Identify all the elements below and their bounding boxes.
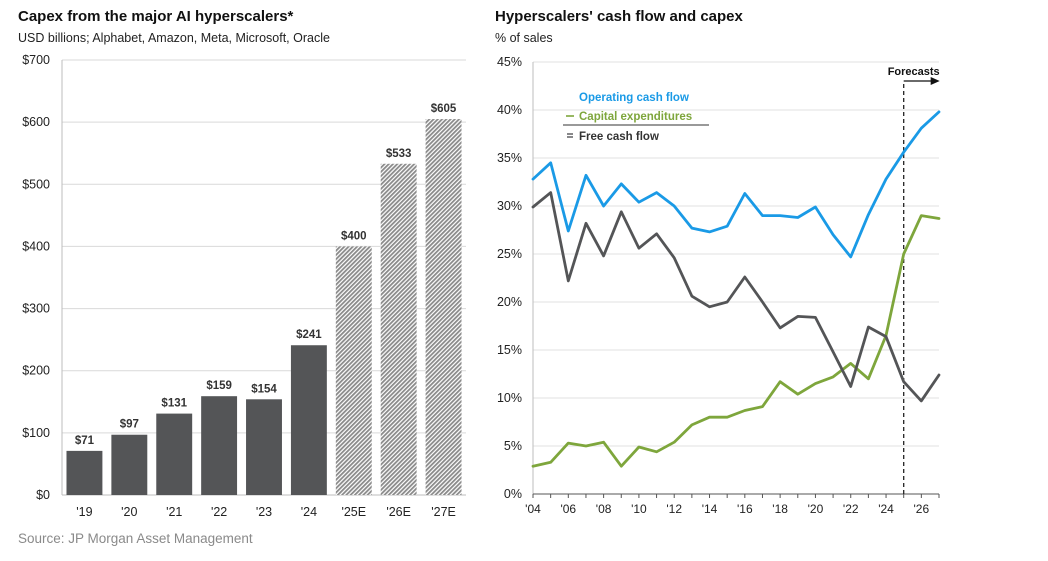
line-y-tick-label: 20%: [497, 295, 522, 309]
line-y-tick-label: 15%: [497, 343, 522, 357]
line-x-tick-label: '18: [772, 502, 788, 516]
legend-capital-expenditures: Capital expenditures: [579, 111, 692, 123]
line-y-tick-label: 25%: [497, 247, 522, 261]
bar-x-tick-label: '21: [166, 505, 182, 519]
line-x-tick-label: '14: [702, 502, 718, 516]
bar-x-tick-label: '19: [76, 505, 92, 519]
bar-x-tick-label: '24: [301, 505, 317, 519]
bar-20: [111, 434, 148, 495]
line-y-tick-label: 35%: [497, 151, 522, 165]
bar-y-tick-label: $700: [22, 53, 50, 67]
line-y-tick-label: 30%: [497, 199, 522, 213]
line-chart-subtitle: % of sales: [495, 31, 553, 45]
line-x-tick-label: '24: [878, 502, 894, 516]
bar-x-tick-label: '20: [121, 505, 137, 519]
bar-chart-subtitle: USD billions; Alphabet, Amazon, Meta, Mi…: [18, 31, 330, 45]
legend-free-cash-flow: Free cash flow: [579, 131, 659, 143]
bar-chart: $0 $100 $200 $300 $400 $500 $600 $700 $71 '19 $97…: [22, 53, 466, 519]
bar-x-tick-label: '27E: [431, 505, 456, 519]
line-y-tick-label: 40%: [497, 103, 522, 117]
free-cash-flow-line: [531, 191, 941, 403]
bar-19: [66, 450, 103, 495]
line-x-tick-label: '04: [525, 502, 541, 516]
source-note: Source: JP Morgan Asset Management: [18, 531, 253, 546]
bar-21: [156, 413, 193, 495]
bar-y-tick-label: $400: [22, 239, 50, 253]
bar-value-label: $97: [120, 419, 139, 431]
line-y-tick-label: 5%: [504, 439, 522, 453]
bar-value-label: $605: [431, 103, 457, 115]
bar-y-tick-label: $200: [22, 364, 50, 378]
line-x-tick-label: '22: [843, 502, 859, 516]
line-x-tick-label: '06: [560, 502, 576, 516]
bar-value-label: $400: [341, 230, 367, 242]
line-x-tick-label: '12: [666, 502, 682, 516]
bar-23: [246, 399, 282, 495]
bar-27E: [425, 119, 462, 496]
line-y-tick-label: 45%: [497, 55, 522, 69]
bar-x-tick-label: '25E: [341, 505, 366, 519]
bar-26E: [380, 163, 417, 495]
line-chart: 0% 5% 10% 15% 20% 25% 30% 35% 40% 45% '04 '06 '08 '10…: [497, 55, 941, 516]
line-chart-title: Hyperscalers' cash flow and capex: [495, 8, 743, 25]
bar-y-tick-label: $0: [36, 488, 50, 502]
bar-y-tick-label: $500: [22, 177, 50, 191]
line-x-tick-label: '08: [596, 502, 612, 516]
bar-chart-title: Capex from the major AI hyperscalers*: [18, 8, 294, 25]
line-x-tick-label: '16: [737, 502, 753, 516]
forecast-arrow-head: [930, 77, 940, 85]
bar-x-tick-label: '26E: [386, 505, 411, 519]
line-y-tick-label: 0%: [504, 487, 522, 501]
operating-cash-flow-line: [531, 110, 941, 259]
bar-value-label: $71: [75, 435, 95, 447]
bar-y-tick-label: $100: [22, 426, 50, 440]
bar-x-tick-label: '22: [211, 505, 227, 519]
bar-value-label: $154: [251, 383, 277, 395]
line-x-tick-label: '20: [808, 502, 824, 516]
bar-24: [290, 345, 327, 495]
forecast-label: Forecasts: [888, 66, 940, 78]
bar-value-label: $533: [386, 148, 412, 160]
bar-y-tick-label: $300: [22, 302, 50, 316]
bar-value-label: $159: [206, 380, 232, 392]
bar-25E: [335, 246, 372, 495]
line-y-tick-label: 10%: [497, 391, 522, 405]
bar-value-label: $241: [296, 329, 322, 341]
bar-value-label: $131: [161, 398, 187, 410]
bar-y-tick-label: $600: [22, 115, 50, 129]
line-x-tick-label: '10: [631, 502, 647, 516]
bar-x-tick-label: '23: [256, 505, 272, 519]
line-x-tick-label: '26: [914, 502, 930, 516]
capital-expenditures-line: [531, 214, 941, 468]
bar-22: [201, 396, 238, 495]
legend-operating-cash-flow: Operating cash flow: [579, 92, 689, 104]
